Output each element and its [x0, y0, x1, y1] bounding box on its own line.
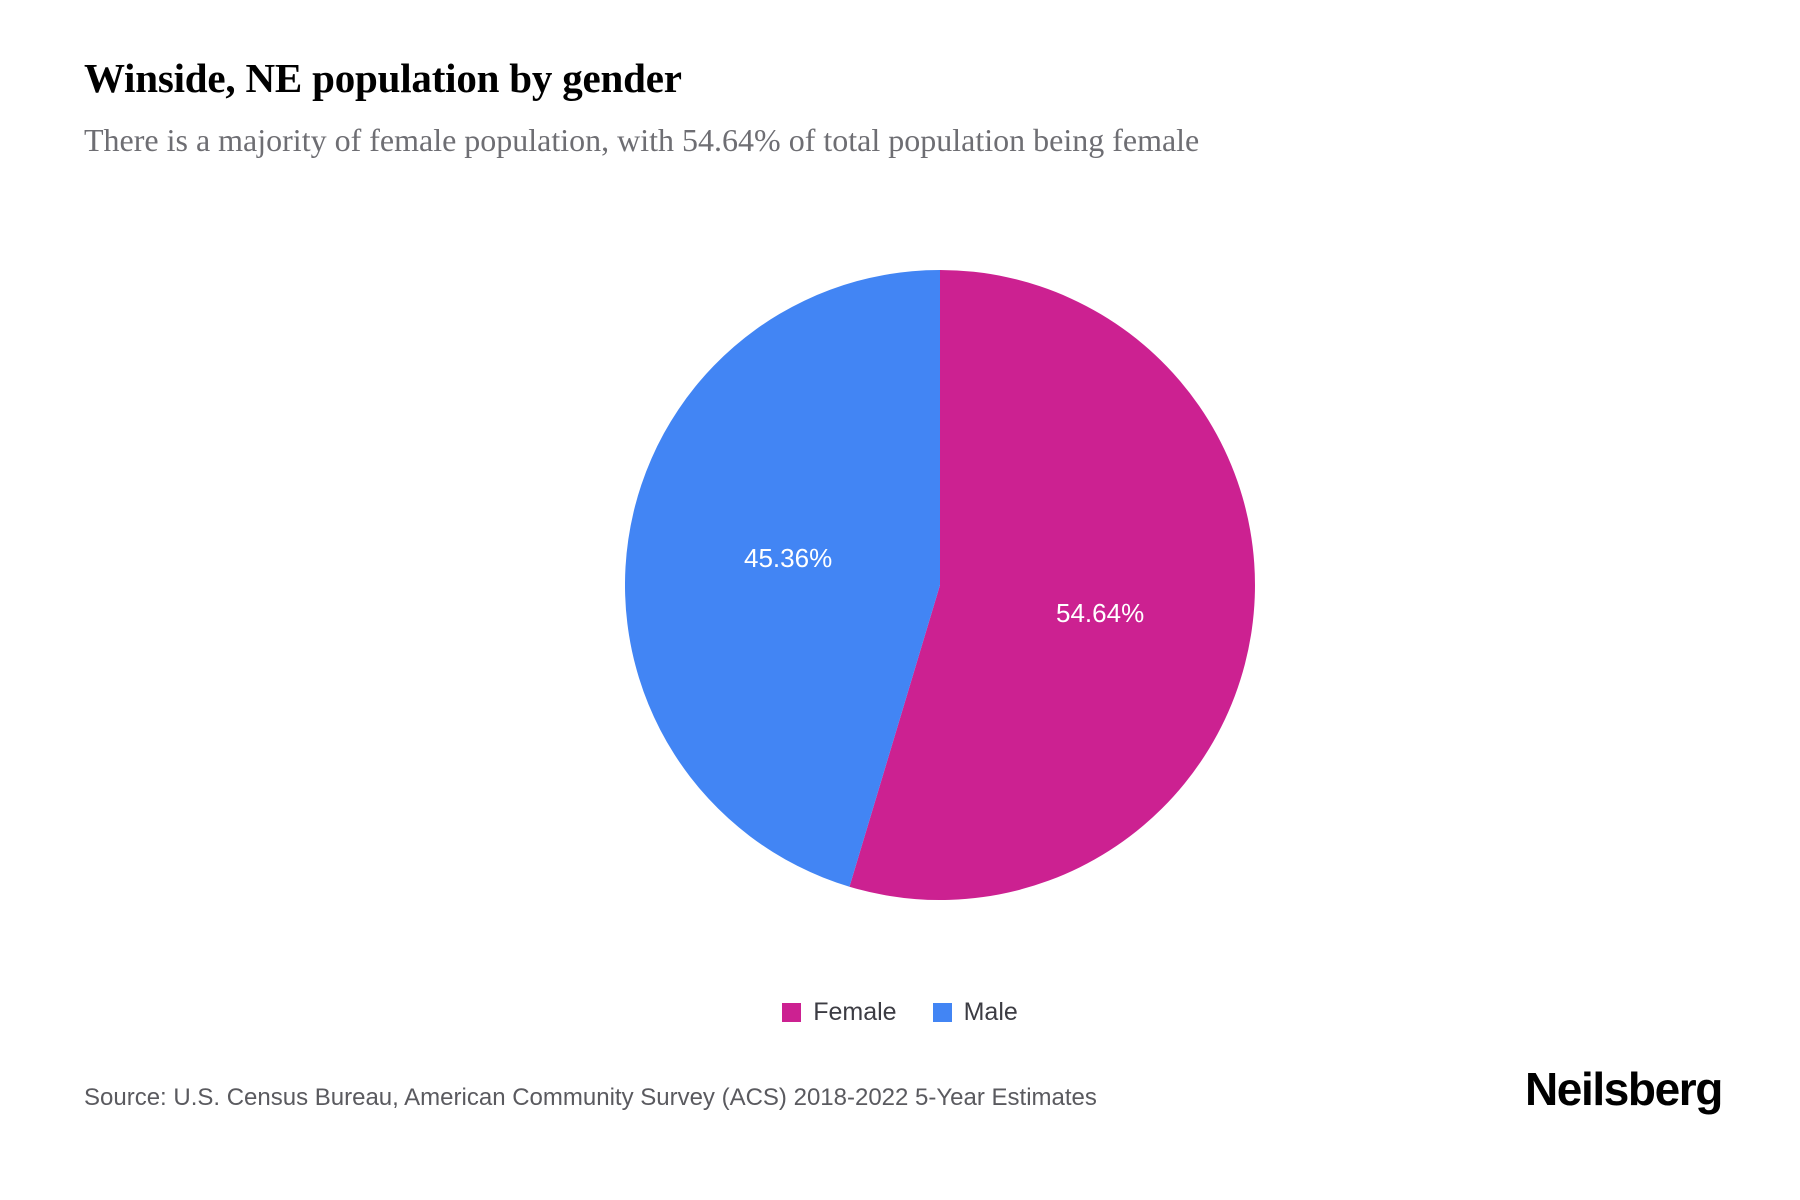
- legend-swatch-female-icon: [782, 1003, 802, 1022]
- legend-item-male[interactable]: Male: [932, 998, 1018, 1026]
- pie-svg: [625, 270, 1255, 900]
- legend-label-male: Male: [963, 998, 1018, 1026]
- page-subtitle: There is a majority of female population…: [84, 122, 1200, 158]
- legend-label-female: Female: [813, 998, 897, 1026]
- pie-chart: 45.36% 54.64%: [625, 270, 1255, 900]
- pie-slice-label-male: 45.36%: [744, 543, 833, 573]
- brand-logo: Neilsberg: [1524, 1063, 1723, 1115]
- pie-slice-label-female: 54.64%: [1056, 598, 1145, 628]
- legend: Female Male: [0, 1000, 1800, 1025]
- pie-slice-male[interactable]: [625, 270, 940, 887]
- pie-slice-female[interactable]: [849, 270, 1255, 900]
- legend-item-female[interactable]: Female: [782, 998, 897, 1026]
- page-title: Winside, NE population by gender: [84, 55, 682, 101]
- source-note: Source: U.S. Census Bureau, American Com…: [84, 1084, 1097, 1111]
- legend-swatch-male-icon: [932, 1003, 952, 1022]
